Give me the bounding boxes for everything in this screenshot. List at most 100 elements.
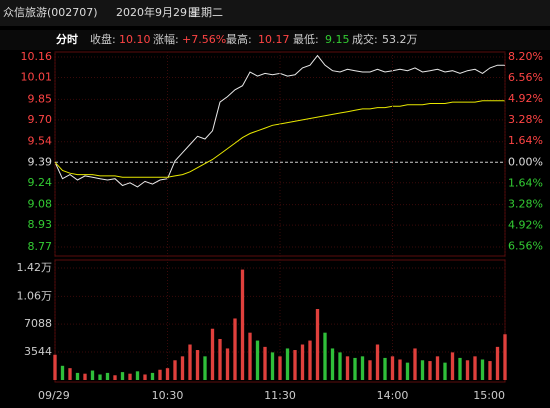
y-tick-label: 10.01 — [21, 71, 53, 84]
y-tick-label: 3544 — [24, 345, 52, 358]
volume-bar — [345, 356, 350, 380]
y-tick-label: 9.54 — [28, 135, 53, 148]
volume-bar — [105, 372, 110, 380]
volume-bar — [75, 372, 80, 380]
y-tick-label: 9.39 — [28, 155, 53, 168]
volume-bar — [300, 344, 305, 380]
volume-label: 成交: — [352, 32, 378, 46]
volume-bar — [353, 357, 357, 380]
volume-bar — [338, 352, 342, 380]
volume-bar — [150, 372, 155, 380]
weekday: 星期二 — [190, 6, 223, 19]
volume-bar — [308, 340, 312, 380]
mode-tab[interactable]: 分时 — [56, 32, 78, 46]
x-tick-label: 09/29 — [38, 389, 70, 402]
volume-bar — [473, 356, 477, 380]
volume-bar — [495, 346, 500, 380]
volume-bar — [435, 356, 440, 380]
volume-bar — [98, 374, 102, 380]
volume-bar — [315, 309, 320, 380]
volume-bar — [128, 373, 132, 380]
volume-bar — [240, 269, 245, 380]
y-tick-label: 9.85 — [28, 92, 53, 105]
volume-bar — [270, 352, 275, 380]
volume-bar — [383, 357, 387, 380]
stock-name: 众信旅游(002707) — [3, 5, 98, 19]
volume-bar — [158, 369, 162, 380]
volume-bar — [195, 350, 200, 380]
volume-bar — [420, 360, 425, 380]
volume-bar — [165, 368, 170, 380]
high-value: 10.17 — [258, 33, 290, 46]
volume-bar — [428, 361, 432, 380]
volume-bar — [443, 362, 447, 380]
volume-bar — [323, 332, 327, 380]
info-bar — [0, 30, 550, 50]
volume-bar — [263, 346, 267, 380]
y2-tick-label: 1.64% — [508, 134, 543, 147]
volume-bar — [90, 370, 95, 380]
y-tick-label: 9.08 — [28, 198, 53, 211]
volume-bar — [233, 318, 237, 380]
y2-tick-label: 3.28% — [508, 197, 543, 210]
y2-tick-label: 4.92% — [508, 218, 543, 231]
volume-bar — [255, 340, 260, 380]
volume-bar — [450, 352, 455, 380]
volume-bar — [188, 344, 192, 380]
volume-bar — [465, 360, 470, 380]
volume-bar — [135, 371, 140, 380]
close-value: 10.10 — [119, 33, 151, 46]
volume-bar — [210, 328, 215, 380]
volume-bar — [143, 374, 147, 380]
volume-bar — [248, 332, 252, 380]
volume-value: 53.2万 — [382, 33, 418, 46]
date: 2020年9月29日 — [116, 5, 198, 19]
x-tick-label: 10:30 — [152, 389, 184, 402]
y-tick-label: 9.24 — [28, 176, 53, 189]
y2-tick-label: 4.92% — [508, 92, 543, 105]
change-value: +7.56% — [182, 33, 226, 46]
volume-bar — [480, 359, 485, 380]
y-tick-label: 9.70 — [28, 113, 53, 126]
low-value: 9.15 — [325, 33, 350, 46]
y2-tick-label: 1.64% — [508, 176, 543, 189]
volume-bar — [180, 356, 185, 380]
y-tick-label: 10.16 — [21, 50, 53, 63]
x-tick-label: 14:00 — [377, 389, 409, 402]
high-label: 最高: — [226, 32, 252, 46]
close-label: 收盘: — [90, 32, 116, 46]
volume-bar — [405, 362, 410, 380]
volume-bar — [278, 356, 282, 380]
y-tick-label: 1.06万 — [17, 289, 53, 302]
y-tick-label: 8.93 — [28, 218, 53, 231]
volume-bar — [68, 368, 72, 380]
volume-bar — [360, 356, 365, 380]
y2-tick-label: 0.00% — [508, 155, 543, 168]
volume-bar — [503, 334, 507, 380]
volume-bar — [488, 361, 492, 380]
y2-tick-label: 6.56% — [508, 239, 543, 252]
volume-bar — [390, 356, 395, 380]
volume-bar — [173, 360, 177, 380]
y-tick-label: 1.42万 — [17, 261, 53, 274]
x-tick-label: 15:00 — [473, 389, 505, 402]
volume-bar — [398, 359, 402, 380]
y2-tick-label: 8.20% — [508, 50, 543, 63]
title-bar — [0, 0, 550, 26]
volume-bar — [218, 338, 222, 380]
volume-bar — [60, 365, 65, 380]
x-tick-label: 11:30 — [264, 389, 296, 402]
y-tick-label: 7088 — [24, 317, 52, 330]
y2-tick-label: 6.56% — [508, 71, 543, 84]
volume-bar — [113, 375, 117, 380]
volume-bar — [413, 348, 417, 380]
y-tick-label: 8.77 — [28, 240, 53, 253]
volume-bar — [120, 372, 125, 380]
volume-bar — [458, 357, 462, 380]
volume-bar — [83, 373, 87, 380]
volume-bar — [203, 356, 207, 380]
volume-bar — [53, 354, 57, 380]
change-label: 涨幅: — [153, 33, 179, 46]
